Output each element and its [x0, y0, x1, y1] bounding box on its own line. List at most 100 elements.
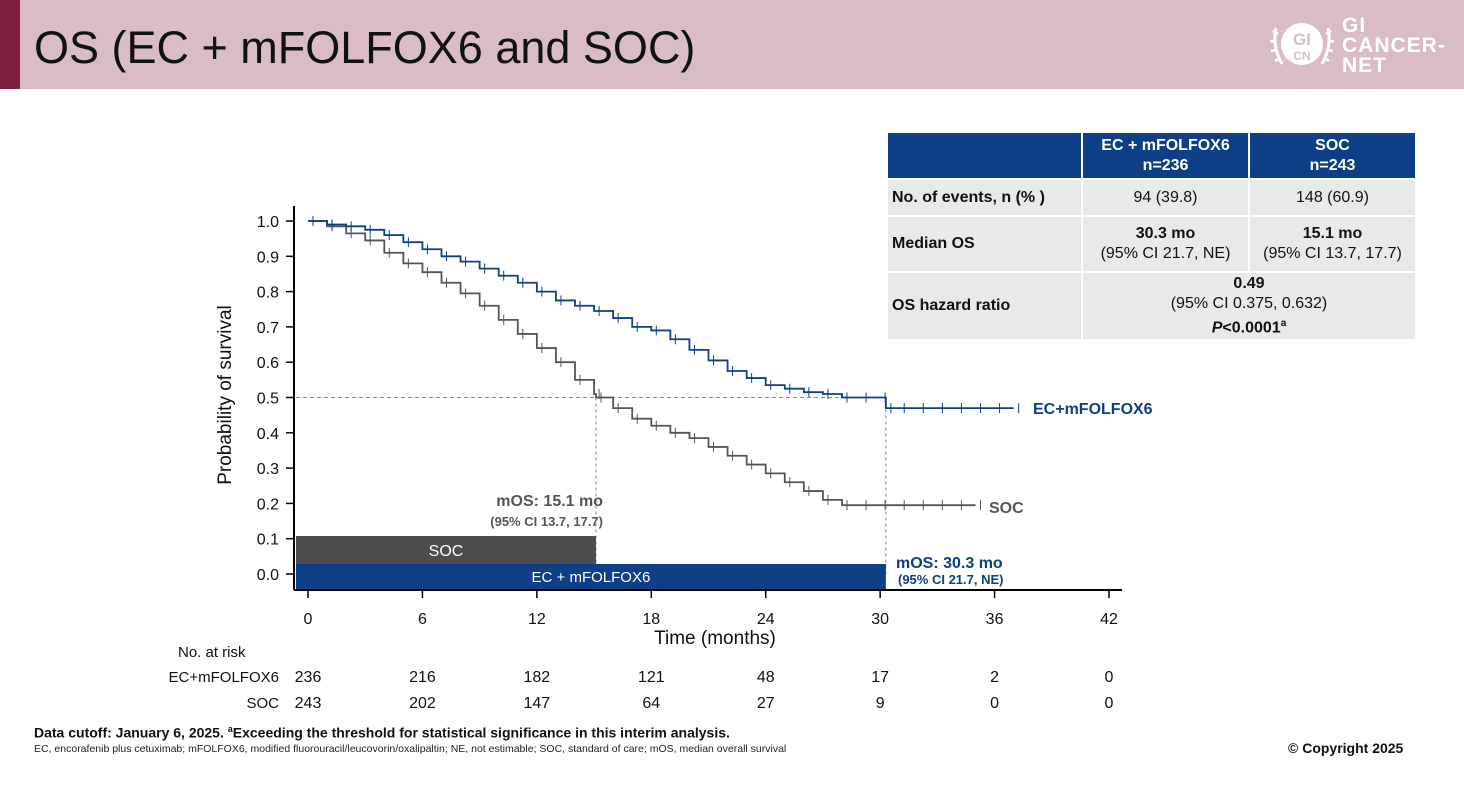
at-risk-value: 147 [524, 695, 551, 712]
ec-censor-marks [312, 216, 1020, 414]
logo-wordmark: GI CANCER- NET [1342, 14, 1446, 77]
row-label-events: No. of events, n (% ) [886, 178, 1083, 217]
at-risk-title: No. at risk [178, 644, 246, 661]
x-tick-label: 30 [871, 611, 889, 628]
copyright: © Copyright 2025 [1288, 740, 1404, 756]
at-risk-value: 243 [295, 695, 322, 712]
at-risk-value: 182 [524, 669, 551, 686]
y-tick-label: 0.7 [257, 320, 279, 337]
title-bar-accent [0, 0, 20, 89]
at-risk-value: 17 [871, 669, 889, 686]
at-risk-row-label: EC+mFOLFOX6 [169, 669, 279, 686]
table-header-soc: SOC n=243 [1248, 131, 1417, 180]
y-tick-label: 0.9 [257, 249, 279, 266]
at-risk-value: 202 [409, 695, 436, 712]
at-risk-value: 9 [876, 695, 885, 712]
median-os-soc: 15.1 mo (95% CI 13.7, 17.7) [1248, 215, 1417, 273]
hazard-ratio-cell: 0.49 (95% CI 0.375, 0.632) P<0.0001a [1081, 271, 1417, 341]
at-risk-value: 0 [990, 695, 999, 712]
p-value-symbol: P [1211, 319, 1223, 337]
results-table: EC + mFOLFOX6 n=236 SOC n=243 No. of eve… [886, 131, 1417, 341]
at-risk-value: 2 [990, 669, 999, 686]
table-header-soc-n: n=243 [1309, 156, 1356, 174]
x-tick-label: 42 [1100, 611, 1118, 628]
y-tick-label: 0.3 [257, 461, 279, 478]
table-header-ec-n: n=236 [1142, 156, 1189, 174]
table-corner-cell [886, 131, 1083, 180]
y-axis-title: Probability of survival [215, 305, 236, 485]
p-value-number: <0.0001 [1222, 319, 1281, 337]
footnote-significance-text: Exceeding the threshold for statistical … [232, 724, 730, 741]
row-label-hazard-ratio: OS hazard ratio [886, 271, 1083, 341]
median-os-soc-value: 15.1 mo [1302, 225, 1363, 242]
at-risk-value: 27 [757, 695, 775, 712]
soc-mos-annotation: mOS: 15.1 mo [496, 493, 603, 510]
x-axis-title: Time (months) [654, 628, 776, 649]
soc-curve [308, 220, 976, 507]
title-bar: OS (EC + mFOLFOX6 and SOC) [0, 0, 1464, 89]
soc-median-bar-label: SOC [429, 543, 464, 560]
at-risk-value: 236 [295, 669, 322, 686]
median-os-ec: 30.3 mo (95% CI 21.7, NE) [1081, 215, 1250, 273]
footnote-mark: a [227, 724, 233, 734]
x-tick-label: 0 [304, 611, 313, 628]
events-soc: 148 (60.9) [1248, 178, 1417, 217]
at-risk-value: 121 [638, 669, 665, 686]
slide-title: OS (EC + mFOLFOX6 and SOC) [34, 22, 696, 73]
gi-cancer-net-logo: GI CN [1269, 23, 1335, 65]
median-os-ec-value: 30.3 mo [1135, 225, 1196, 242]
y-tick-label: 0.0 [257, 567, 279, 584]
table-header-row: EC + mFOLFOX6 n=236 SOC n=243 [886, 131, 1417, 180]
ec-curve [308, 220, 1014, 409]
median-os-ec-ci: (95% CI 21.7, NE) [1100, 245, 1231, 262]
ec-series-label: EC+mFOLFOX6 [1033, 401, 1153, 418]
x-tick-label: 18 [642, 611, 660, 628]
at-risk-value: 0 [1105, 695, 1114, 712]
soc-ci-annotation: (95% CI 13.7, 17.7) [490, 514, 603, 529]
table-row: Median OS 30.3 mo (95% CI 21.7, NE) 15.1… [886, 215, 1417, 273]
y-tick-label: 0.1 [257, 532, 279, 549]
footnote-abbreviations: EC, encorafenib plus cetuximab; mFOLFOX6… [34, 743, 787, 755]
row-label-median-os: Median OS [886, 215, 1083, 273]
y-tick-label: 0.5 [257, 391, 279, 408]
at-risk-value: 0 [1105, 669, 1114, 686]
x-tick-label: 24 [757, 611, 775, 628]
table-row: No. of events, n (% ) 94 (39.8) 148 (60.… [886, 178, 1417, 217]
logo-line-3: NET [1342, 54, 1387, 77]
table-header-soc-name: SOC [1315, 136, 1350, 154]
logo-line-1: GI [1342, 14, 1367, 37]
logo-mark-top: GI [1293, 30, 1311, 49]
table-header-ec-name: EC + mFOLFOX6 [1101, 136, 1230, 154]
y-tick-label: 0.6 [257, 355, 279, 372]
at-risk-row-label: SOC [246, 695, 279, 712]
x-tick-label: 12 [528, 611, 546, 628]
p-value: P<0.0001a [1083, 314, 1415, 338]
at-risk-value: 48 [757, 669, 775, 686]
logo-line-2: CANCER- [1342, 34, 1446, 57]
ec-ci-annotation: (95% CI 21.7, NE) [898, 572, 1004, 587]
ec-median-bar-label: EC + mFOLFOX6 [532, 569, 651, 586]
hazard-ratio-value: 0.49 [1233, 274, 1265, 292]
ec-mos-annotation: mOS: 30.3 mo [896, 555, 1003, 572]
x-tick-label: 36 [986, 611, 1004, 628]
events-ec: 94 (39.8) [1081, 178, 1250, 217]
soc-median-bar [296, 536, 596, 564]
footnote-data-cutoff: Data cutoff: January 6, 2025. aExceeding… [34, 724, 730, 741]
at-risk-value: 64 [642, 695, 660, 712]
y-tick-label: 0.4 [257, 426, 279, 443]
p-value-footnote-mark: a [1280, 317, 1287, 329]
y-tick-label: 0.2 [257, 496, 279, 513]
y-tick-label: 1.0 [257, 214, 279, 231]
y-tick-label: 0.8 [257, 285, 279, 302]
ec-median-bar [296, 564, 886, 590]
median-os-soc-ci: (95% CI 13.7, 17.7) [1263, 245, 1402, 262]
footnote-cutoff-text: Data cutoff: January 6, 2025. [34, 724, 228, 741]
soc-censor-marks [312, 216, 981, 511]
logo-mark-bottom: CN [1293, 49, 1310, 63]
hazard-ratio-ci: (95% CI 0.375, 0.632) [1170, 294, 1328, 312]
table-header-ec: EC + mFOLFOX6 n=236 [1081, 131, 1250, 180]
at-risk-value: 216 [409, 669, 436, 686]
soc-series-label: SOC [989, 500, 1024, 517]
table-row: OS hazard ratio 0.49 (95% CI 0.375, 0.63… [886, 271, 1417, 341]
